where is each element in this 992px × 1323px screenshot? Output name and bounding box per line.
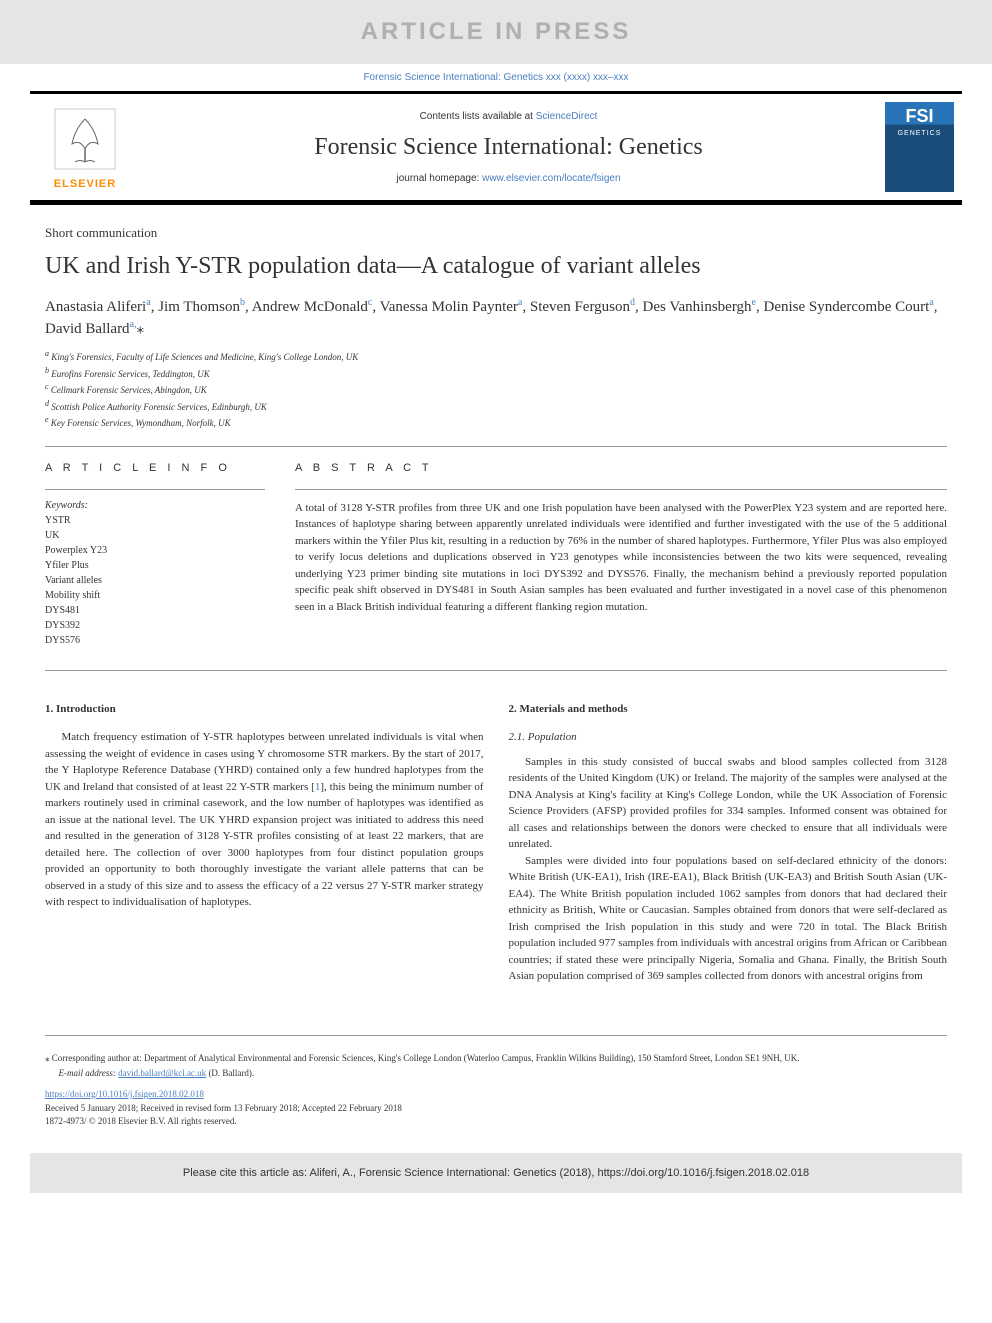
population-paragraph-2: Samples were divided into four populatio… (509, 853, 948, 985)
population-subheading: 2.1. Population (509, 729, 948, 746)
keyword-item: Yfiler Plus (45, 558, 265, 573)
journal-reference-line: Forensic Science International: Genetics… (0, 64, 992, 91)
body-column-left: 1. Introduction Match frequency estimati… (45, 701, 484, 985)
article-info-heading: A R T I C L E I N F O (45, 462, 265, 474)
abstract-column: A B S T R A C T A total of 3128 Y-STR pr… (295, 462, 947, 648)
contents-lists-line: Contents lists available at ScienceDirec… (140, 111, 877, 122)
article-info-column: A R T I C L E I N F O Keywords: YSTRUKPo… (45, 462, 265, 648)
email-line: E-mail address: david.ballard@kcl.ac.uk … (45, 1067, 947, 1080)
article-in-press-banner: ARTICLE IN PRESS (0, 0, 992, 64)
keyword-item: DYS392 (45, 618, 265, 633)
divider (45, 446, 947, 447)
please-cite-box: Please cite this article as: Aliferi, A.… (30, 1153, 962, 1193)
keyword-item: Powerplex Y23 (45, 543, 265, 558)
keyword-item: UK (45, 528, 265, 543)
footer-area: ⁎ Corresponding author at: Department of… (0, 1042, 992, 1138)
received-dates: Received 5 January 2018; Received in rev… (45, 1102, 947, 1115)
keyword-item: YSTR (45, 513, 265, 528)
methods-heading: 2. Materials and methods (509, 701, 948, 718)
sciencedirect-link[interactable]: ScienceDirect (536, 111, 598, 122)
introduction-paragraph: Match frequency estimation of Y-STR hapl… (45, 729, 484, 911)
affiliation-item: c Cellmark Forensic Services, Abingdon, … (45, 381, 947, 398)
journal-cover-thumbnail: FSI GENETICS (877, 94, 962, 200)
corresponding-author-note: ⁎ Corresponding author at: Department of… (45, 1052, 947, 1065)
affiliation-item: e Key Forensic Services, Wymondham, Norf… (45, 414, 947, 431)
affiliation-item: d Scottish Police Authority Forensic Ser… (45, 398, 947, 415)
journal-title: Forensic Science International: Genetics (140, 134, 877, 161)
footer-divider (45, 1035, 947, 1036)
doi-link[interactable]: https://doi.org/10.1016/j.fsigen.2018.02… (45, 1089, 204, 1099)
email-label: E-mail address: (59, 1068, 119, 1078)
contents-prefix: Contents lists available at (420, 111, 536, 122)
header-center: Contents lists available at ScienceDirec… (140, 94, 877, 200)
journal-homepage-line: journal homepage: www.elsevier.com/locat… (140, 173, 877, 184)
elsevier-text: ELSEVIER (54, 178, 116, 190)
journal-homepage-link[interactable]: www.elsevier.com/locate/fsigen (482, 173, 620, 184)
keyword-item: Mobility shift (45, 588, 265, 603)
abstract-text: A total of 3128 Y-STR profiles from thre… (295, 500, 947, 616)
keywords-list: YSTRUKPowerplex Y23Yfiler PlusVariant al… (45, 513, 265, 648)
homepage-prefix: journal homepage: (396, 173, 482, 184)
cover-fsi-text: FSI (885, 106, 954, 127)
affiliations-list: a King's Forensics, Faculty of Life Scie… (45, 348, 947, 431)
elsevier-logo: ELSEVIER (30, 94, 140, 200)
abstract-heading: A B S T R A C T (295, 462, 947, 474)
cover-genetics-text: GENETICS (885, 130, 954, 137)
affiliation-item: a King's Forensics, Faculty of Life Scie… (45, 348, 947, 365)
article-title: UK and Irish Y-STR population data—A cat… (45, 251, 947, 282)
keyword-item: Variant alleles (45, 573, 265, 588)
article-type: Short communication (45, 225, 947, 241)
keywords-label: Keywords: (45, 500, 265, 511)
population-paragraph-1: Samples in this study consisted of bucca… (509, 754, 948, 853)
journal-header: ELSEVIER Contents lists available at Sci… (30, 91, 962, 205)
keyword-item: DYS481 (45, 603, 265, 618)
authors-list: Anastasia Aliferia, Jim Thomsonb, Andrew… (45, 296, 947, 340)
corresponding-email-link[interactable]: david.ballard@kcl.ac.uk (118, 1068, 206, 1078)
elsevier-tree-icon (50, 104, 120, 174)
copyright-line: 1872-4973/ © 2018 Elsevier B.V. All righ… (45, 1115, 947, 1128)
keyword-item: DYS576 (45, 633, 265, 648)
body-column-right: 2. Materials and methods 2.1. Population… (509, 701, 948, 985)
affiliation-item: b Eurofins Forensic Services, Teddington… (45, 365, 947, 382)
email-person: (D. Ballard). (206, 1068, 254, 1078)
introduction-heading: 1. Introduction (45, 701, 484, 718)
